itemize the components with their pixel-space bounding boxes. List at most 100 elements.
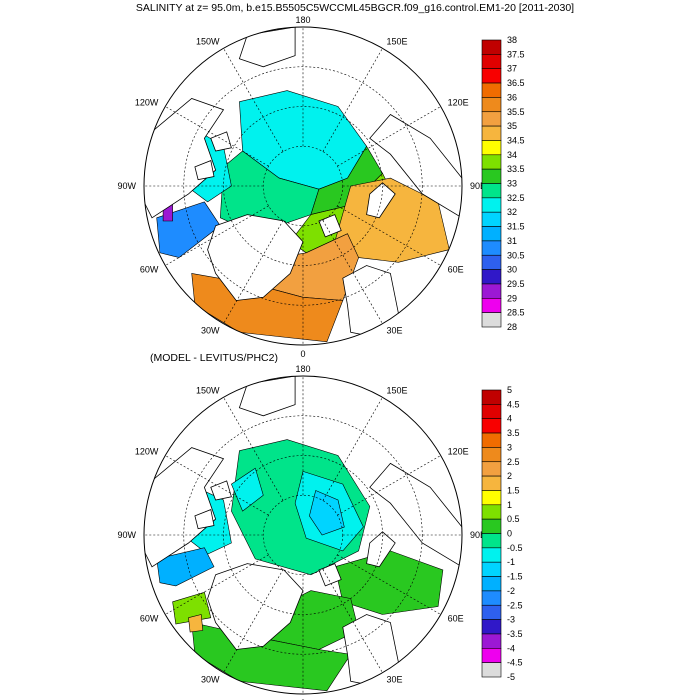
region-laptev-sea-core <box>309 490 345 536</box>
lon-label: 90E <box>470 181 486 191</box>
colorbar-swatch <box>481 240 502 256</box>
colorbar-label: -0.5 <box>507 543 523 553</box>
land-greenland <box>207 563 304 650</box>
colorbar-label: -2.5 <box>507 600 523 610</box>
lon-label: 120E <box>448 98 469 108</box>
lon-label: 180 <box>295 364 310 374</box>
colorbar-swatch <box>481 82 502 98</box>
land-svalbard <box>318 214 342 238</box>
lon-label: 90W <box>117 530 136 540</box>
lon-label: 150W <box>196 385 220 395</box>
colorbar-swatch <box>481 504 502 520</box>
colorbar-label: 33.5 <box>507 164 525 174</box>
parallel-circle <box>223 106 383 266</box>
colorbar-swatch <box>481 39 502 55</box>
lon-label: 90W <box>117 181 136 191</box>
land-archipelago-island-2 <box>194 509 215 530</box>
colorbar-label: 3.5 <box>507 428 520 438</box>
colorbar-label: -3 <box>507 615 515 625</box>
colorbar-swatch <box>481 633 502 649</box>
lon-label: 150E <box>387 36 408 46</box>
colorbar-label: 4.5 <box>507 399 520 409</box>
land-siberia <box>369 113 462 219</box>
colorbar-label: -4.5 <box>507 658 523 668</box>
colorbar-label: -1.5 <box>507 572 523 582</box>
parallel-circle <box>262 145 344 227</box>
top-panel-title: SALINITY at z= 95.0m, b.e15.B5505C5WCCML… <box>136 2 574 14</box>
colorbar-swatch <box>481 590 502 606</box>
lon-label: 60E <box>448 614 464 624</box>
colorbar-label: -2 <box>507 586 515 596</box>
colorbar-swatch <box>481 533 502 549</box>
colorbar-label: 30.5 <box>507 250 525 260</box>
colorbar-swatch <box>481 154 502 170</box>
colorbar-swatch <box>481 312 502 328</box>
land-greenland <box>207 214 304 301</box>
lon-label: 60W <box>140 265 159 275</box>
colorbar-label: -4 <box>507 643 515 653</box>
colorbar-swatch <box>481 211 502 227</box>
colorbar-swatch <box>481 183 502 199</box>
colorbar-swatch <box>481 97 502 113</box>
colorbar-label: 34.5 <box>507 135 525 145</box>
colorbar-swatch <box>481 662 502 678</box>
colorbar-swatch <box>481 461 502 477</box>
land-novaya-zemlya <box>366 531 396 568</box>
lon-label: 60W <box>140 614 159 624</box>
land-archipelago-island-2 <box>194 160 215 181</box>
colorbar-label: 29 <box>507 293 517 303</box>
land-canada <box>144 98 225 219</box>
colorbar-label: 34 <box>507 150 517 160</box>
land-novaya-zemlya <box>366 182 396 219</box>
colorbar-label: 33 <box>507 179 517 189</box>
colorbar-swatch <box>481 125 502 141</box>
colorbar-label: -5 <box>507 672 515 682</box>
colorbar-label: 29.5 <box>507 279 525 289</box>
map-boundary <box>143 375 463 695</box>
colorbar-label: 31.5 <box>507 222 525 232</box>
parallel-circle <box>223 455 383 615</box>
lon-label: 150W <box>196 36 220 46</box>
lon-label: 30E <box>387 675 403 685</box>
colorbar-label: 38 <box>507 35 517 45</box>
region-hudson-bay-coast <box>156 547 215 587</box>
land-alaska <box>238 376 296 417</box>
colorbar-swatch <box>481 297 502 313</box>
colorbar-label: 31 <box>507 236 517 246</box>
colorbar-swatch <box>481 226 502 242</box>
land-alaska <box>238 27 296 68</box>
colorbar-swatch <box>481 547 502 563</box>
colorbar-swatch <box>481 254 502 270</box>
colorbar-swatch <box>481 269 502 285</box>
colorbar-swatch <box>481 604 502 620</box>
colorbar-swatch <box>481 447 502 463</box>
colorbar-label: 37.5 <box>507 49 525 59</box>
land-canada <box>144 447 225 568</box>
colorbar-label: 0.5 <box>507 514 520 524</box>
colorbar-label: 35.5 <box>507 107 525 117</box>
map-area <box>144 376 462 692</box>
lon-label: 90E <box>470 530 486 540</box>
lon-label: 120E <box>448 447 469 457</box>
lon-label: 0 <box>300 349 305 359</box>
lon-label: 120W <box>135 98 159 108</box>
colorbar-label: 3 <box>507 442 512 452</box>
lon-label: 150E <box>387 385 408 395</box>
lon-label: 120W <box>135 447 159 457</box>
colorbar-swatch <box>481 561 502 577</box>
map-boundary <box>143 26 463 346</box>
land-archipelago-island-1 <box>210 131 232 152</box>
colorbar-swatch <box>481 111 502 127</box>
colorbar-swatch <box>481 418 502 434</box>
region-labrador-sea-anomaly <box>188 614 204 633</box>
colorbar-swatch <box>481 432 502 448</box>
colorbar-label: 0 <box>507 529 512 539</box>
colorbar-label: 5 <box>507 385 512 395</box>
colorbar-swatch <box>481 518 502 534</box>
colorbar-swatch <box>481 475 502 491</box>
colorbar-label: 36.5 <box>507 78 525 88</box>
lon-label: 60E <box>448 265 464 275</box>
colorbar-swatch <box>481 619 502 635</box>
colorbar-label: 37 <box>507 64 517 74</box>
